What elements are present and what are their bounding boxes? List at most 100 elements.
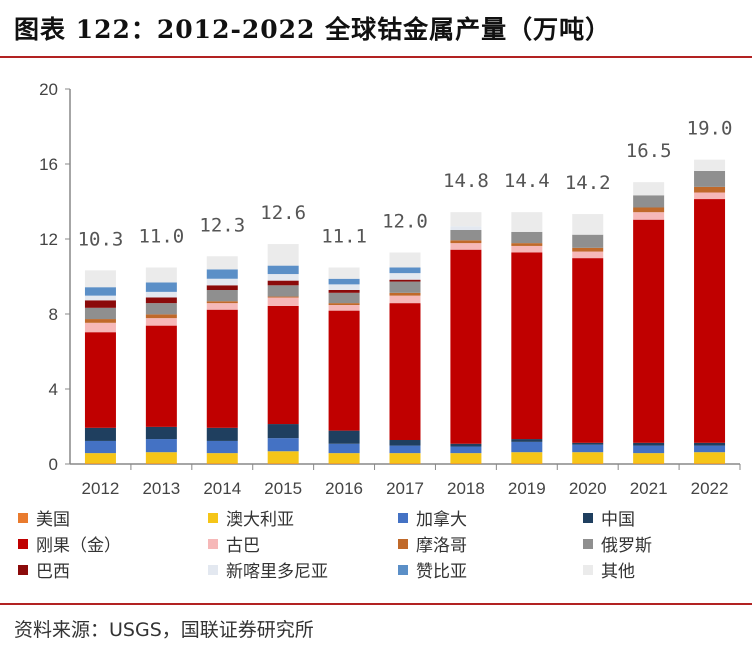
legend-label: 俄罗斯 xyxy=(601,536,652,556)
bar-segment xyxy=(633,445,665,454)
bar-segment xyxy=(84,287,116,296)
bar-segment xyxy=(206,309,238,428)
legend-label: 其他 xyxy=(601,562,635,582)
bar-segment xyxy=(511,243,543,246)
bar-segment xyxy=(267,296,299,298)
bar-segment xyxy=(389,303,421,440)
total-label: 14.2 xyxy=(565,172,611,194)
legend-swatch xyxy=(18,539,28,549)
bar-segment xyxy=(145,282,177,292)
bar-segment xyxy=(145,318,177,326)
bar-segment xyxy=(511,439,543,442)
bar-segment xyxy=(694,452,726,464)
y-tick-label: 0 xyxy=(49,455,58,474)
bar-segment xyxy=(206,278,238,286)
bar-segment xyxy=(206,440,238,454)
bar-segment xyxy=(511,231,543,244)
bar-segment xyxy=(633,182,665,196)
bar-segment xyxy=(267,274,299,281)
bar-segment xyxy=(633,442,665,446)
bar-segment xyxy=(694,445,726,453)
bar-segment xyxy=(267,305,299,425)
bar-segment xyxy=(206,285,238,290)
bar-segment xyxy=(145,452,177,464)
legend-swatch xyxy=(398,539,408,549)
bar-segment xyxy=(206,463,238,464)
bar-segment xyxy=(145,314,177,319)
bar-segment xyxy=(84,440,116,454)
bar-segment xyxy=(267,244,299,266)
bar-segment xyxy=(389,453,421,464)
bar-segment xyxy=(389,267,421,274)
bar-segment xyxy=(145,439,177,453)
bar-segment xyxy=(694,170,726,187)
x-tick-label: 2021 xyxy=(630,479,668,498)
y-tick-label: 4 xyxy=(49,380,58,399)
bar-segment xyxy=(572,251,604,259)
bar-segment xyxy=(84,322,116,333)
x-tick-label: 2022 xyxy=(691,479,729,498)
stacked-bar-chart: 0 4 8 12 16 20 2012 10.3 2013 11.0 2014 12.3 2015 12.… xyxy=(18,80,741,582)
bar-segment xyxy=(389,252,421,268)
bar-segment xyxy=(389,292,421,296)
bar-segment xyxy=(328,310,360,431)
bar-segment xyxy=(84,427,116,441)
bar-segment xyxy=(84,307,116,320)
bar-segment xyxy=(145,426,177,440)
bar-segment xyxy=(633,212,665,220)
bar-segment xyxy=(389,295,421,304)
bar-segment xyxy=(511,452,543,464)
x-tick-label: 2015 xyxy=(264,479,302,498)
bar-segment xyxy=(450,443,482,447)
bar-segment xyxy=(572,452,604,464)
bar-segment xyxy=(694,192,726,200)
bar-segment xyxy=(267,285,299,297)
x-tick-label: 2013 xyxy=(142,479,180,498)
bar-segment xyxy=(572,442,604,445)
bar-segment xyxy=(328,305,360,311)
bar-segment xyxy=(694,186,726,193)
footer-divider xyxy=(0,603,752,605)
bar-segment xyxy=(450,226,482,230)
bar-segment xyxy=(84,453,116,464)
bar-segment xyxy=(145,291,177,298)
source-note: 资料来源：USGS，国联证券研究所 xyxy=(14,619,314,641)
y-tick-label: 12 xyxy=(39,230,58,249)
total-label: 12.0 xyxy=(382,211,428,233)
legend-swatch xyxy=(208,565,218,575)
x-tick-label: 2016 xyxy=(325,479,363,498)
bar-segment xyxy=(206,256,238,270)
bar-segment xyxy=(267,438,299,452)
bar-segment xyxy=(267,280,299,286)
x-tick-label: 2017 xyxy=(386,479,424,498)
bar-segment xyxy=(450,446,482,454)
bar-segment xyxy=(84,332,116,428)
bar-segment xyxy=(267,297,299,306)
total-label: 12.6 xyxy=(260,202,306,224)
legend-swatch xyxy=(18,565,28,575)
x-tick-label: 2020 xyxy=(569,479,607,498)
bar-segment xyxy=(694,159,726,171)
legend-swatch xyxy=(208,539,218,549)
bar-segment xyxy=(145,303,177,315)
y-tick-label: 8 xyxy=(49,305,58,324)
bar-segment xyxy=(328,267,360,279)
bar-segment xyxy=(450,240,482,244)
bar-segment xyxy=(328,453,360,464)
legend-swatch xyxy=(398,565,408,575)
bar-segment xyxy=(328,290,360,293)
total-label: 19.0 xyxy=(687,118,733,140)
bar-segment xyxy=(450,463,482,464)
bar-segment xyxy=(328,284,360,290)
bar-segment xyxy=(328,278,360,285)
bar-segment xyxy=(450,230,482,241)
bar-segment xyxy=(206,427,238,441)
bar-segment xyxy=(572,234,604,248)
bar-segment xyxy=(572,214,604,235)
bar-segment xyxy=(511,212,543,232)
bar-segment xyxy=(328,463,360,464)
bar-segment xyxy=(84,270,116,288)
bar-segment xyxy=(389,281,421,293)
bar-segment xyxy=(389,440,421,446)
